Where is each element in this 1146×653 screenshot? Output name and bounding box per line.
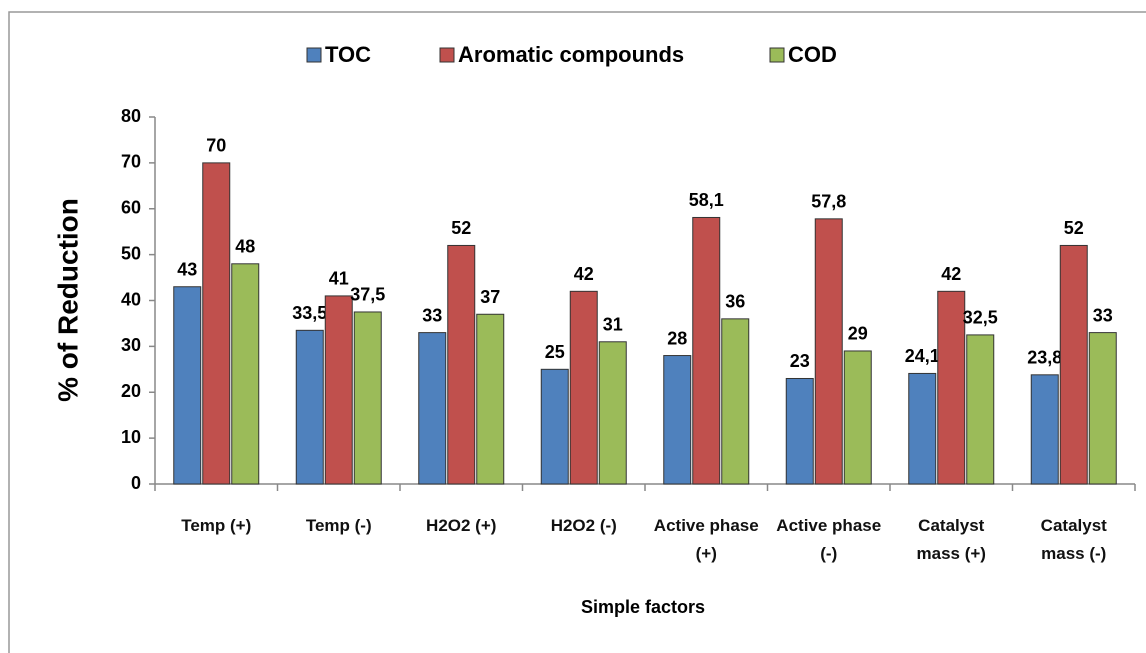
x-tick-label: Active phase (+) [653, 516, 759, 563]
bar [202, 162, 231, 485]
data-label: 58,1 [689, 190, 724, 210]
legend-label: Aromatic compounds [458, 42, 684, 67]
data-label: 70 [206, 136, 226, 156]
bar [324, 295, 353, 485]
bar [966, 334, 995, 485]
x-tick-label: Temp (+) [181, 516, 252, 535]
bar [598, 341, 627, 485]
bar [785, 377, 814, 485]
bar [1088, 332, 1117, 485]
chart-frame [8, 11, 1146, 653]
bar [937, 290, 966, 485]
bar [418, 332, 447, 485]
y-axis-title: % of Reduction [52, 198, 83, 402]
data-label: 36 [725, 292, 745, 312]
legend-label: TOC [325, 42, 371, 67]
data-label: 31 [603, 315, 623, 335]
bar [663, 355, 692, 485]
y-tick-label: 50 [121, 243, 141, 263]
bar [569, 290, 598, 485]
data-label: 32,5 [963, 308, 998, 328]
bar [843, 350, 872, 485]
bar [231, 263, 260, 485]
data-label: 33,5 [292, 303, 327, 323]
bar [447, 244, 476, 485]
x-tick-label: H2O2 (+) [426, 516, 497, 535]
data-label: 23,8 [1027, 348, 1062, 368]
data-label: 33 [1093, 305, 1113, 325]
bar [908, 372, 937, 485]
bar [295, 329, 324, 485]
data-label: 25 [545, 342, 565, 362]
legend-swatch [306, 47, 322, 63]
x-axis-title: Simple factors [581, 597, 705, 617]
x-tick-label: Catalyst mass (+) [916, 516, 986, 563]
bar [476, 313, 505, 485]
y-tick-label: 20 [121, 381, 141, 401]
data-label: 33 [422, 305, 442, 325]
data-label: 41 [329, 269, 349, 289]
bar [692, 216, 721, 485]
data-label: 23 [790, 351, 810, 371]
bar [1059, 244, 1088, 485]
bar [814, 218, 843, 485]
data-label: 52 [451, 218, 471, 238]
data-label: 37,5 [350, 285, 385, 305]
y-tick-label: 60 [121, 198, 141, 218]
data-label: 42 [941, 264, 961, 284]
bar [173, 286, 202, 485]
y-tick-label: 10 [121, 427, 141, 447]
x-tick-label: H2O2 (-) [550, 516, 617, 535]
data-label: 57,8 [811, 192, 846, 212]
data-label: 42 [574, 264, 594, 284]
data-label: 28 [667, 328, 687, 348]
data-label: 29 [848, 324, 868, 344]
data-label: 48 [235, 237, 255, 257]
bar [540, 368, 569, 485]
data-label: 52 [1064, 218, 1084, 238]
y-tick-label: 30 [121, 335, 141, 355]
x-tick-label: Catalyst mass (-) [1040, 516, 1107, 563]
x-tick-label: Temp (-) [305, 516, 372, 535]
bar [1030, 374, 1059, 485]
legend-swatch [769, 47, 785, 63]
y-tick-label: 0 [131, 473, 141, 493]
y-tick-label: 70 [121, 152, 141, 172]
data-label: 37 [480, 287, 500, 307]
bar [353, 311, 382, 485]
y-tick-label: 80 [121, 106, 141, 126]
bar [721, 318, 750, 485]
legend-label: COD [788, 42, 837, 67]
x-tick-label: Active phase (-) [776, 516, 882, 563]
data-label: 43 [177, 259, 197, 279]
legend-swatch [439, 47, 455, 63]
data-label: 24,1 [905, 346, 940, 366]
y-tick-label: 40 [121, 289, 141, 309]
